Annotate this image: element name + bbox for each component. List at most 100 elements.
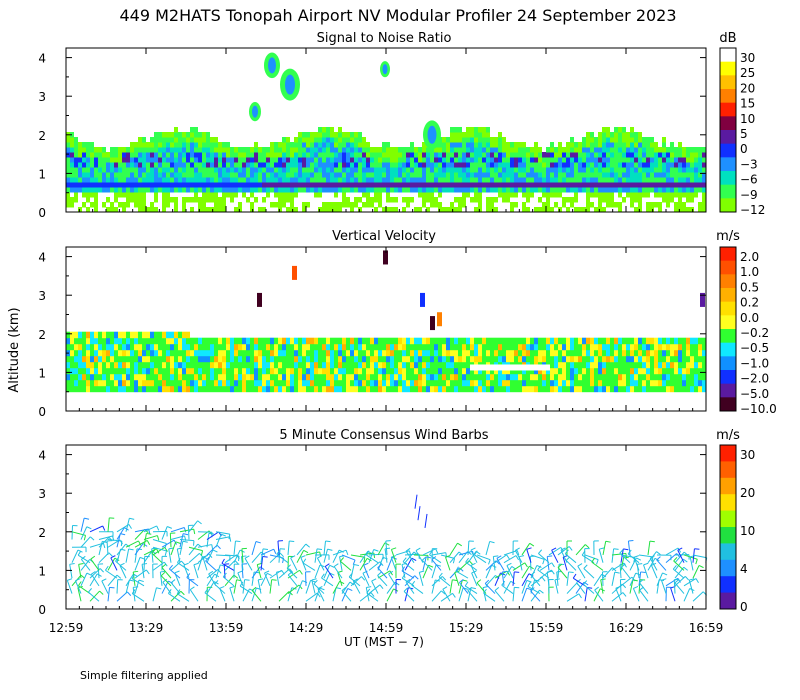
snr-cell (630, 152, 634, 158)
vvel-cell (82, 349, 86, 357)
snr-units: dB (719, 31, 736, 46)
snr-cell (222, 167, 226, 173)
vvel-cell (202, 337, 206, 345)
vvel-cell (490, 355, 494, 363)
vvel-cell (254, 367, 258, 375)
snr-cell (626, 182, 630, 188)
snr-cell (474, 177, 478, 183)
wind-barb (359, 550, 369, 563)
wind-barb-flag (75, 578, 81, 582)
vvel-cell (618, 373, 622, 381)
snr-cell (186, 157, 190, 163)
snr-cell (198, 152, 202, 158)
vvel-cell (494, 367, 498, 375)
vvel-cell (422, 379, 426, 387)
wind-barb (317, 588, 325, 602)
vvel-cell (530, 379, 534, 387)
snr-cell (522, 167, 526, 173)
vvel-cell (246, 343, 250, 351)
vvel-cell (542, 355, 546, 363)
vvel-cell (434, 337, 438, 345)
snr-cell (574, 152, 578, 158)
snr-cell (246, 162, 250, 168)
snr-cell (278, 172, 282, 178)
vvel-cell (258, 379, 262, 387)
snr-cell (598, 177, 602, 183)
snr-cell (430, 182, 434, 188)
vvel-cell (582, 337, 586, 345)
vvel-cell (226, 343, 230, 351)
snr-cell (366, 192, 370, 198)
snr-cell (366, 197, 370, 203)
snr-cell (446, 157, 450, 163)
snr-cell (126, 187, 130, 193)
wind-barb-flag (445, 555, 451, 558)
wind-barb-flag (676, 553, 681, 558)
vvel-cell (330, 367, 334, 375)
colorbar-swatch (720, 171, 736, 186)
snr-cell (678, 162, 682, 168)
vvel-cell (406, 367, 410, 375)
wind-barb (125, 548, 130, 563)
vvel-cell (438, 337, 442, 345)
snr-cell (278, 192, 282, 198)
vvel-cell (114, 367, 118, 375)
vvel-cell (598, 379, 602, 387)
vvel-cell (150, 373, 154, 381)
vvel-cell (322, 349, 326, 357)
snr-cell (686, 207, 690, 213)
snr-cell (626, 132, 630, 138)
snr-cell (602, 192, 606, 198)
snr-cell (198, 157, 202, 163)
snr-cell (446, 167, 450, 173)
snr-cell (418, 152, 422, 158)
snr-cell (442, 147, 446, 153)
snr-cell (130, 147, 134, 153)
snr-cell (666, 162, 670, 168)
snr-cell (346, 132, 350, 138)
wind-barb-flag (146, 540, 151, 546)
snr-cell (502, 182, 506, 188)
snr-cell (490, 187, 494, 193)
snr-cell (610, 157, 614, 163)
vvel-cell (126, 331, 130, 339)
snr-cell (226, 182, 230, 188)
snr-cell (138, 167, 142, 173)
snr-cell (590, 142, 594, 148)
snr-cell (446, 172, 450, 178)
vvel-cell (606, 343, 610, 351)
wind-barb (521, 565, 530, 579)
vvel-cell (682, 361, 686, 369)
snr-cell (242, 192, 246, 198)
snr-cell (254, 197, 258, 203)
wind-barb (77, 554, 91, 564)
snr-cell (238, 207, 242, 213)
snr-cell (234, 152, 238, 158)
vvel-cell (458, 355, 462, 363)
wind-barb (202, 556, 208, 571)
snr-cell (554, 147, 558, 153)
snr-cell (310, 167, 314, 173)
snr-cell (434, 182, 438, 188)
vvel-cell (126, 373, 130, 381)
snr-cell (542, 202, 546, 208)
vvel-cell (670, 361, 674, 369)
vvel-cell (302, 337, 306, 345)
wind-barb-flag (208, 570, 214, 575)
vvel-cell (202, 373, 206, 381)
vvel-cell (438, 343, 442, 351)
snr-cell (370, 197, 374, 203)
vvel-cell (78, 385, 82, 393)
wind-barb (224, 554, 239, 557)
snr-cell (294, 142, 298, 148)
snr-cell (106, 162, 110, 168)
vvel-cell (70, 337, 74, 345)
snr-cell (130, 162, 134, 168)
vvel-cell (362, 379, 366, 387)
wind-barb (529, 556, 532, 571)
vvel-cell (538, 373, 542, 381)
snr-cell (370, 167, 374, 173)
snr-cell (86, 207, 90, 213)
snr-cell (378, 152, 382, 158)
snr-cell (506, 162, 510, 168)
